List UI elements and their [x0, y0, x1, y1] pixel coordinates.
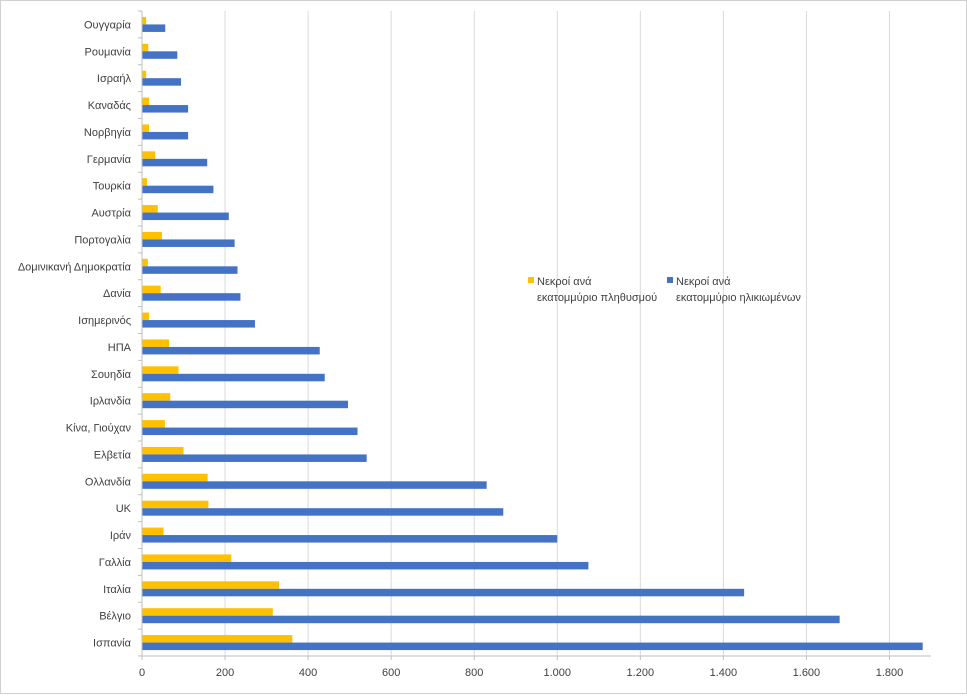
category-label: Ολλανδία	[85, 476, 132, 488]
bar-elderly-3	[142, 105, 189, 113]
category-label: Κίνα, Γιούχαν	[66, 423, 132, 435]
bar-population-10	[142, 285, 161, 294]
x-tick-label: 1.200	[627, 667, 655, 679]
category-label: Αυστρία	[91, 208, 131, 220]
legend-swatch-0	[528, 277, 534, 283]
bar-elderly-8	[142, 239, 235, 247]
category-label: Ουγγαρία	[84, 19, 132, 31]
bar-elderly-0	[142, 24, 166, 32]
x-tick-label: 200	[216, 667, 234, 679]
bar-population-16	[142, 446, 184, 455]
legend-swatch-1	[667, 277, 673, 283]
category-label: Γαλλία	[99, 557, 132, 569]
legend-label-1: Νεκροί ανά	[676, 276, 731, 288]
x-tick-label: 400	[299, 667, 317, 679]
bar-elderly-1	[142, 51, 178, 59]
category-label: Καναδάς	[88, 100, 131, 112]
category-label: Ιταλία	[103, 584, 132, 596]
category-label: Τουρκία	[93, 181, 132, 193]
bar-population-15	[142, 420, 165, 428]
legend: Νεκροί ανά εκατομμύριο πληθυσμού Νεκροί αν…	[528, 276, 801, 304]
bar-population-19	[142, 527, 164, 536]
bar-population-13	[142, 366, 179, 374]
bar-elderly-19	[142, 535, 558, 543]
bar-elderly-18	[142, 508, 504, 516]
bar-elderly-7	[142, 212, 229, 221]
category-label: Νορβηγία	[84, 127, 132, 139]
bar-elderly-4	[142, 131, 189, 140]
category-label: Ισημερινός	[78, 315, 131, 327]
bar-elderly-6	[142, 185, 214, 194]
bar-elderly-9	[142, 266, 238, 274]
bar-population-4	[142, 124, 150, 132]
category-label: Γερμανία	[87, 154, 132, 166]
category-label: Ελβετία	[94, 449, 132, 461]
category-label: ΗΠΑ	[108, 342, 132, 354]
bar-elderly-16	[142, 454, 367, 462]
bar-elderly-20	[142, 561, 589, 570]
bar-population-14	[142, 393, 171, 401]
bar-elderly-14	[142, 400, 348, 409]
bar-elderly-17	[142, 481, 487, 489]
category-label: Ιρλανδία	[90, 396, 132, 408]
tick-labels: 0 200 400 600 800 1.000 1.200 1.400 1.600 1.800	[139, 667, 903, 679]
x-tick-label: 1.400	[710, 667, 738, 679]
bar-population-1	[142, 43, 149, 52]
bar-population-0	[142, 16, 147, 25]
category-label: Ρουμανία	[85, 46, 132, 58]
category-label: Ισπανία	[93, 638, 132, 650]
bar-elderly-10	[142, 293, 241, 301]
bar-population-6	[142, 178, 147, 186]
x-tick-label: 0	[139, 667, 145, 679]
category-label: Βέλγιο	[99, 611, 131, 623]
bar-population-3	[142, 97, 150, 106]
gridlines	[224, 11, 890, 656]
bar-elderly-12	[142, 346, 320, 355]
x-tick-label: 1.000	[543, 667, 571, 679]
bar-population-23	[142, 635, 293, 643]
bar-population-12	[142, 339, 169, 347]
bar-population-7	[142, 205, 158, 213]
bar-elderly-13	[142, 373, 325, 382]
x-tick-label: 1.800	[876, 667, 904, 679]
category-label: Ιράν	[110, 530, 132, 542]
bar-population-22	[142, 608, 273, 616]
bar-population-17	[142, 473, 208, 482]
bar-elderly-11	[142, 320, 255, 328]
bar-population-11	[142, 312, 150, 321]
category-label: Ισραήλ	[97, 73, 132, 85]
bar-elderly-23	[142, 642, 923, 651]
bar-population-9	[142, 258, 148, 267]
legend-label-0: εκατομμύριο πληθυσμού	[537, 292, 657, 304]
legend-label-0: Νεκροί ανά	[537, 276, 592, 288]
bar-population-8	[142, 231, 162, 240]
bar-elderly-2	[142, 78, 182, 86]
bar-population-2	[142, 70, 147, 79]
bar-population-20	[142, 554, 232, 562]
x-tick-label: 1.600	[793, 667, 821, 679]
bar-population-21	[142, 581, 280, 589]
category-labels: Ουγγαρία Ρουμανία Ισραήλ Καναδάς Νορβηγία Γερ…	[18, 19, 132, 649]
category-label: UK	[116, 503, 132, 515]
category-label: Πορτογαλία	[74, 234, 131, 246]
category-label: Σουηδία	[91, 369, 132, 381]
x-tick-label: 800	[465, 667, 483, 679]
category-label: Δανία	[103, 288, 132, 300]
bar-elderly-15	[142, 427, 358, 436]
bar-elderly-21	[142, 588, 745, 597]
bar-population-5	[142, 151, 156, 159]
legend-label-1: εκατομμύριο ηλικιωμένων	[676, 292, 801, 304]
bar-elderly-5	[142, 158, 208, 167]
bar-population-18	[142, 500, 209, 509]
axes	[138, 10, 931, 660]
category-label: Δομινικανή Δημοκρατία	[18, 261, 132, 273]
bar-elderly-22	[142, 615, 840, 624]
x-tick-label: 600	[382, 667, 400, 679]
bars	[142, 16, 923, 651]
